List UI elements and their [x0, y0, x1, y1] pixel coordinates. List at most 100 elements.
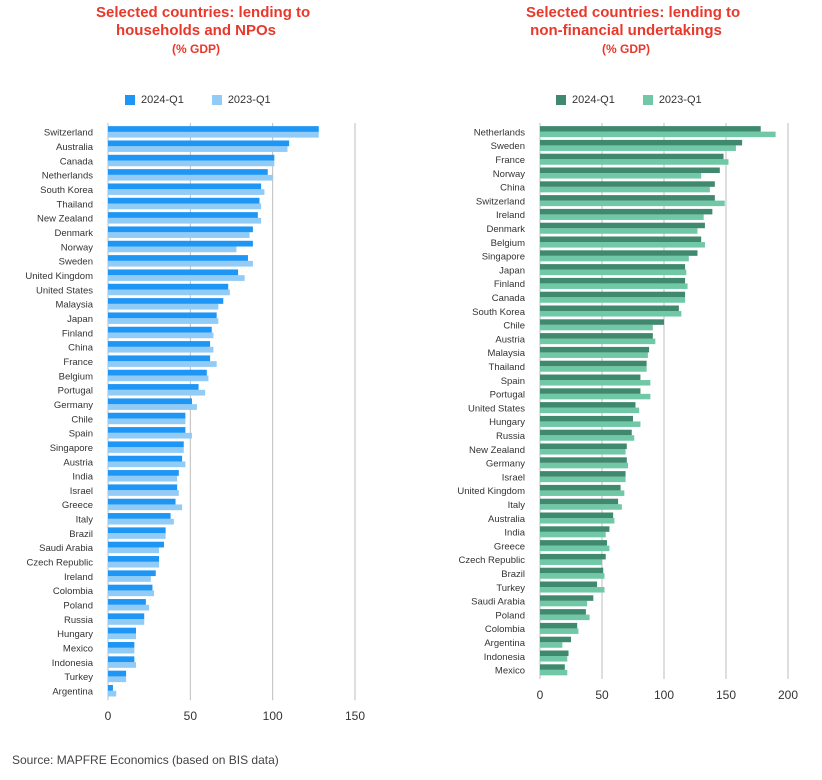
- right-bar-2024: [540, 388, 641, 394]
- right-category-label: United States: [468, 403, 525, 414]
- left-category-label: Austria: [63, 457, 93, 468]
- left-bar-2023: [108, 461, 186, 468]
- left-bar-2023: [108, 633, 136, 640]
- right-bar-2024: [540, 264, 686, 270]
- left-bar-2024: [108, 498, 176, 505]
- right-category-label: Spain: [501, 376, 525, 387]
- right-bar-2023: [540, 242, 705, 248]
- right-bar-2023: [540, 587, 605, 593]
- left-bar-2024: [108, 412, 186, 419]
- right-bar-2024: [540, 139, 743, 146]
- left-x-tick-label: 150: [345, 709, 365, 723]
- right-bar-2024: [540, 609, 586, 615]
- right-bar-2023: [540, 366, 647, 372]
- legend-item-2024: 2024-Q1: [556, 94, 615, 106]
- left-bar-2024: [108, 140, 290, 147]
- right-category-label: Turkey: [496, 583, 525, 594]
- right-category-label: Saudi Arabia: [471, 597, 526, 608]
- right-bar-2024: [540, 222, 705, 229]
- right-category-label: Japan: [499, 265, 525, 276]
- right-bar-2023: [540, 545, 610, 552]
- left-bar-2023: [108, 318, 219, 324]
- left-category-label: South Korea: [40, 185, 94, 196]
- right-bar-2024: [540, 402, 636, 408]
- left-bar-2024: [108, 154, 275, 161]
- left-bar-2024: [108, 255, 248, 261]
- right-bar-2024: [540, 581, 598, 588]
- left-bar-2023: [108, 174, 273, 181]
- left-bar-2023: [108, 275, 245, 281]
- right-bar-2024: [540, 636, 571, 643]
- left-bar-2023: [108, 432, 192, 439]
- left-category-label: United States: [36, 285, 93, 296]
- right-bar-2023: [540, 421, 641, 427]
- right-title-line-3: (% GDP): [602, 42, 650, 56]
- left-bar-2024: [108, 570, 156, 577]
- right-bar-2023: [540, 200, 725, 207]
- left-bar-2024: [108, 326, 212, 333]
- left-bar-2024: [108, 527, 166, 534]
- left-bar-2023: [108, 604, 150, 611]
- right-bar-2024: [540, 457, 627, 463]
- right-bar-2023: [540, 186, 710, 193]
- left-bar-2024: [108, 484, 178, 491]
- left-bar-2024: [108, 470, 179, 476]
- left-category-label: Spain: [69, 429, 93, 440]
- left-category-label: Indonesia: [52, 658, 94, 669]
- left-bar-2023: [108, 418, 186, 425]
- left-bar-2023: [108, 346, 214, 353]
- right-category-label: South Korea: [472, 307, 526, 318]
- right-bar-2024: [540, 484, 621, 491]
- left-bar-2024: [108, 369, 207, 376]
- left-x-tick-label: 0: [105, 709, 112, 723]
- right-bar-2023: [540, 476, 626, 483]
- right-category-label: Netherlands: [474, 127, 525, 138]
- right-bar-2023: [540, 283, 688, 289]
- left-category-label: New Zealand: [37, 214, 93, 225]
- right-category-label: Indonesia: [484, 652, 526, 663]
- right-bar-2024: [540, 553, 606, 560]
- right-category-label: Thailand: [489, 362, 525, 373]
- left-bar-2023: [108, 146, 288, 152]
- left-category-label: Israel: [70, 486, 93, 497]
- left-bar-2024: [108, 384, 199, 390]
- right-category-label: France: [495, 155, 525, 166]
- right-category-label: Finland: [494, 279, 525, 290]
- right-bar-2023: [540, 407, 640, 414]
- legend-label-2023: 2023-Q1: [658, 94, 702, 106]
- right-bar-2024: [540, 595, 594, 601]
- right-category-label: Germany: [486, 459, 525, 470]
- right-bar-2023: [540, 159, 729, 165]
- right-category-label: Italy: [508, 500, 526, 511]
- right-category-label: Hungary: [489, 417, 525, 428]
- right-category-label: Chile: [503, 321, 525, 332]
- left-bar-2023: [108, 647, 135, 654]
- right-bar-2024: [540, 208, 713, 215]
- left-bar-2023: [108, 160, 275, 167]
- left-bar-2023: [108, 475, 178, 482]
- left-category-label: Saudi Arabia: [39, 543, 94, 554]
- legend-item-2023: 2023-Q1: [211, 94, 271, 106]
- right-bar-2024: [540, 650, 569, 657]
- right-bar-2023: [540, 656, 568, 662]
- right-bar-2023: [540, 255, 689, 262]
- legend-swatch-2023: [211, 95, 222, 105]
- left-category-label: Poland: [63, 601, 93, 612]
- right-x-tick-label: 100: [654, 688, 674, 702]
- right-bar-2024: [540, 374, 641, 381]
- legend-label-2024: 2024-Q1: [141, 94, 184, 106]
- left-legend: 2024-Q1 2023-Q1: [125, 94, 299, 106]
- left-bar-2024: [108, 212, 258, 218]
- right-x-tick-label: 0: [537, 688, 544, 702]
- left-category-label: Denmark: [54, 228, 93, 239]
- right-bar-2024: [540, 526, 610, 532]
- left-bar-2023: [108, 217, 262, 224]
- right-bar-2024: [540, 498, 619, 505]
- right-category-label: United Kingdom: [457, 486, 525, 497]
- right-category-label: Belgium: [491, 238, 525, 249]
- left-category-label: Sweden: [59, 257, 93, 268]
- left-bar-2024: [108, 642, 135, 648]
- right-bar-2024: [540, 622, 578, 629]
- right-category-label: Austria: [495, 334, 525, 345]
- right-bar-2023: [540, 462, 629, 469]
